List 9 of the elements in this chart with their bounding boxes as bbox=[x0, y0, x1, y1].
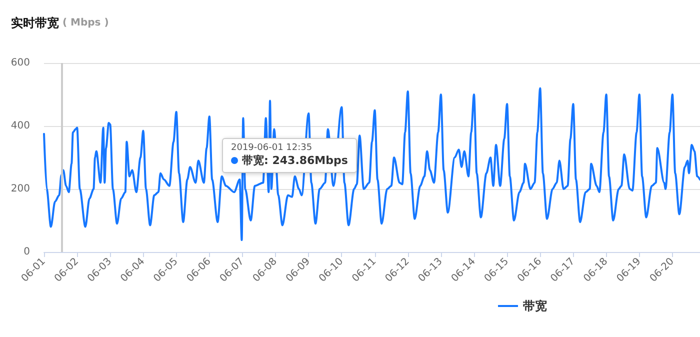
y-tick-label: 400 bbox=[10, 120, 30, 132]
line-series bbox=[43, 87, 700, 242]
chart-title: 实时带宽 bbox=[11, 16, 59, 30]
y-tick-label: 200 bbox=[10, 184, 30, 194]
y-tick-label: 0 bbox=[24, 246, 30, 258]
y-tick-label: 600 bbox=[10, 58, 30, 68]
legend-label: 带宽 bbox=[523, 299, 547, 313]
annotation: 2019-06-01 12:35 带宽: 243.86Mbps bbox=[231, 143, 348, 168]
y-axis-title: ( Mbps ) bbox=[59, 18, 109, 28]
